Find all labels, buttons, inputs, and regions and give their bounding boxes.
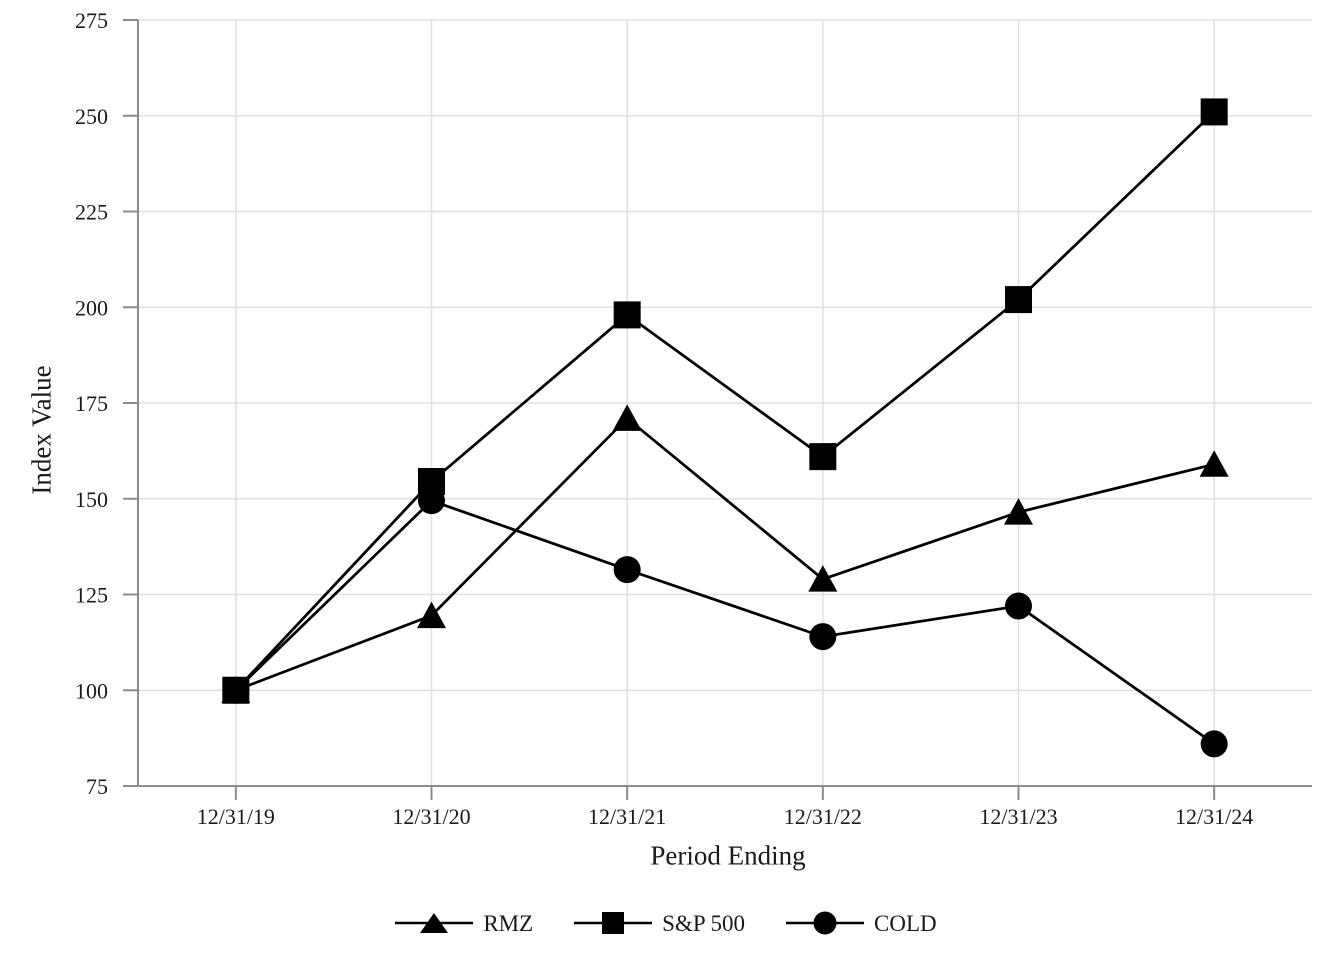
x-tick-label: 12/31/21 — [588, 804, 666, 829]
square-marker-icon — [222, 676, 250, 704]
legend-label-sp500: S&P 500 — [662, 910, 746, 936]
x-tick-label: 12/31/23 — [979, 804, 1057, 829]
y-tick-label: 250 — [75, 104, 108, 129]
y-tick-label: 200 — [75, 295, 108, 320]
legend-label-rmz: RMZ — [483, 910, 534, 936]
triangle-marker-icon — [395, 913, 474, 933]
x-tick-label: 12/31/24 — [1175, 804, 1253, 829]
series-rmz — [221, 404, 1229, 703]
y-tick-label: 125 — [75, 583, 108, 608]
legend-item-rmz: RMZ — [395, 910, 533, 936]
y-tick-label: 175 — [75, 391, 108, 416]
y-axis-title: Index Value — [26, 365, 57, 495]
tick-labels: 75 100 125 150 175 200 225 250 275 12/31/19 12/31/… — [75, 8, 1253, 829]
x-tick-label: 12/31/22 — [784, 804, 862, 829]
circle-marker-icon — [613, 556, 641, 584]
triangle-marker-icon — [1199, 450, 1229, 477]
y-tick-label: 225 — [75, 200, 108, 225]
legend-item-cold: COLD — [786, 910, 937, 936]
circle-marker-icon — [786, 911, 865, 935]
gridlines — [138, 19, 1312, 786]
square-marker-icon — [1005, 286, 1032, 314]
x-tick-label: 12/31/19 — [197, 804, 275, 829]
legend-item-sp500: S&P 500 — [574, 910, 745, 936]
x-axis-title: Period Ending — [650, 840, 806, 871]
triangle-marker-icon — [417, 601, 446, 629]
y-tick-label: 75 — [86, 774, 108, 799]
square-marker-icon — [1200, 98, 1228, 126]
triangle-marker-icon — [808, 565, 838, 592]
legend: RMZ S&P 500 COLD — [0, 903, 1332, 943]
circle-marker-icon — [809, 623, 837, 651]
square-marker-icon — [574, 912, 653, 934]
triangle-marker-icon — [612, 404, 642, 431]
series-cold — [222, 487, 1228, 758]
square-marker-icon — [809, 443, 837, 471]
circle-marker-icon — [1200, 730, 1228, 758]
y-tick-label: 275 — [75, 8, 108, 33]
series-s-p-500 — [222, 98, 1228, 704]
circle-marker-icon — [1005, 592, 1032, 620]
y-tick-label: 150 — [75, 487, 108, 512]
legend-label-cold: COLD — [874, 910, 937, 936]
square-marker-icon — [613, 301, 641, 329]
square-marker-icon — [418, 468, 445, 496]
axes — [123, 19, 1312, 800]
y-tick-label: 100 — [75, 678, 108, 703]
triangle-marker-icon — [1004, 498, 1033, 525]
x-tick-label: 12/31/20 — [392, 804, 470, 829]
